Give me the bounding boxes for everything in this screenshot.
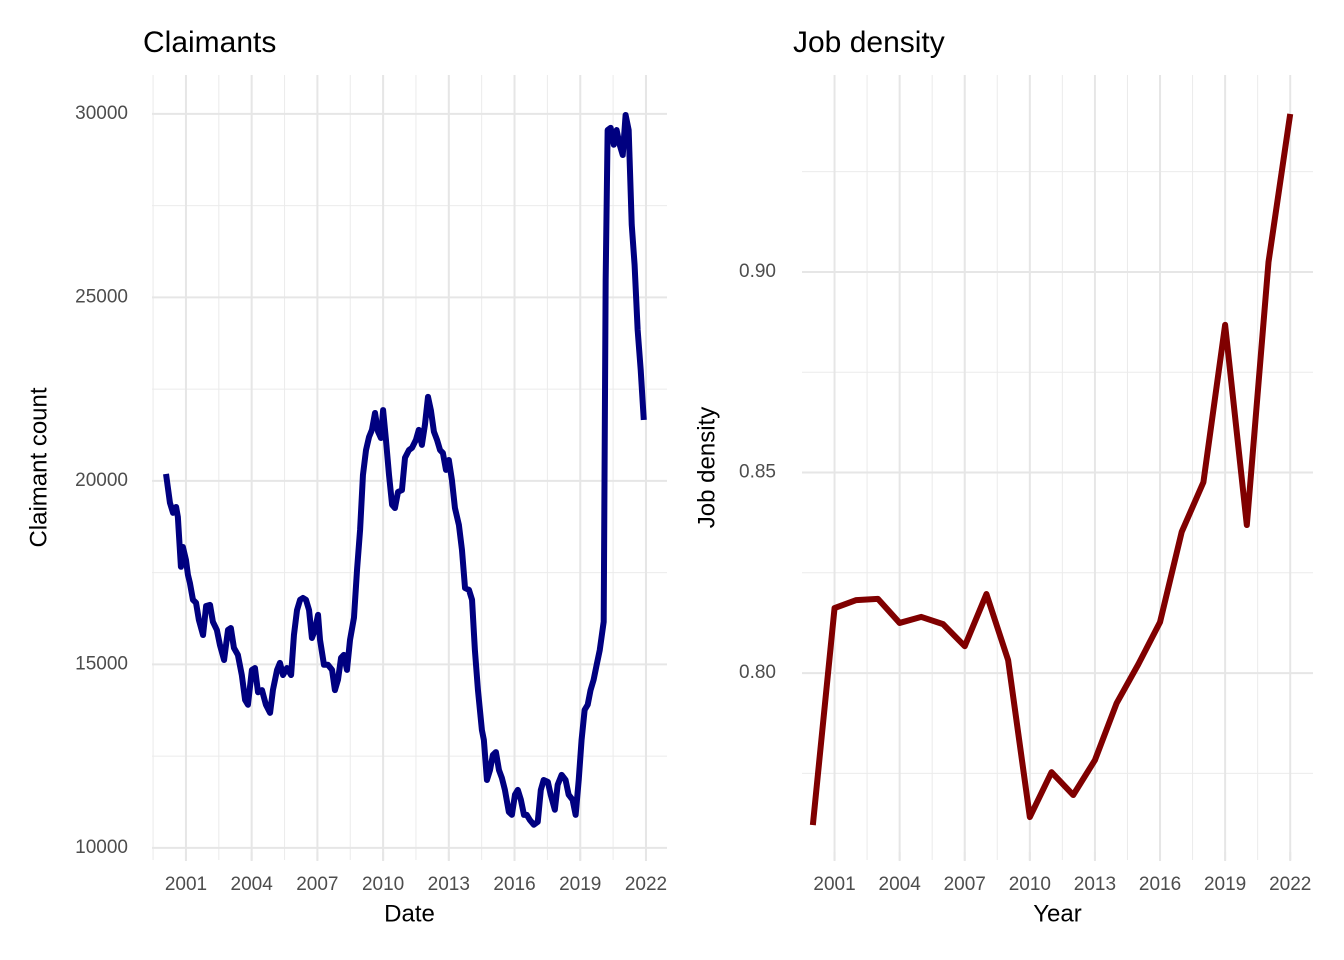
chart-title: Job density — [793, 26, 945, 59]
x-tick-label: 2013 — [1074, 874, 1116, 895]
chart-title: Claimants — [143, 26, 276, 59]
x-tick-label: 2004 — [879, 874, 922, 895]
x-tick-label: 2016 — [493, 874, 535, 895]
x-tick-label: 2007 — [296, 874, 338, 895]
y-tick-label: 0.90 — [739, 261, 776, 282]
x-tick-label: 2022 — [1269, 874, 1311, 895]
y-tick-label: 10000 — [75, 837, 128, 858]
x-tick-label: 2022 — [625, 874, 667, 895]
x-axis-title: Date — [384, 900, 435, 927]
x-tick-label: 2001 — [813, 874, 855, 895]
x-tick-label: 2001 — [165, 874, 207, 895]
y-tick-label: 30000 — [75, 103, 128, 124]
x-tick-label: 2019 — [1204, 874, 1246, 895]
x-tick-label: 2013 — [428, 874, 470, 895]
x-tick-label: 2016 — [1139, 874, 1181, 895]
x-tick-label: 2019 — [559, 874, 601, 895]
y-axis-title: Claimant count — [25, 387, 52, 547]
data-line — [163, 112, 647, 828]
x-tick-label: 2007 — [944, 874, 986, 895]
y-tick-label: 15000 — [75, 653, 128, 674]
x-tick-label: 2010 — [362, 874, 404, 895]
data-line — [809, 113, 1294, 826]
y-tick-label: 20000 — [75, 470, 128, 491]
y-tick-label: 0.80 — [739, 662, 776, 683]
x-tick-label: 2010 — [1009, 874, 1051, 895]
x-axis-title: Year — [1033, 900, 1082, 927]
x-tick-label: 2004 — [231, 874, 274, 895]
y-tick-label: 0.85 — [739, 462, 776, 483]
y-tick-label: 25000 — [75, 286, 128, 307]
y-axis-title: Job density — [693, 407, 720, 528]
